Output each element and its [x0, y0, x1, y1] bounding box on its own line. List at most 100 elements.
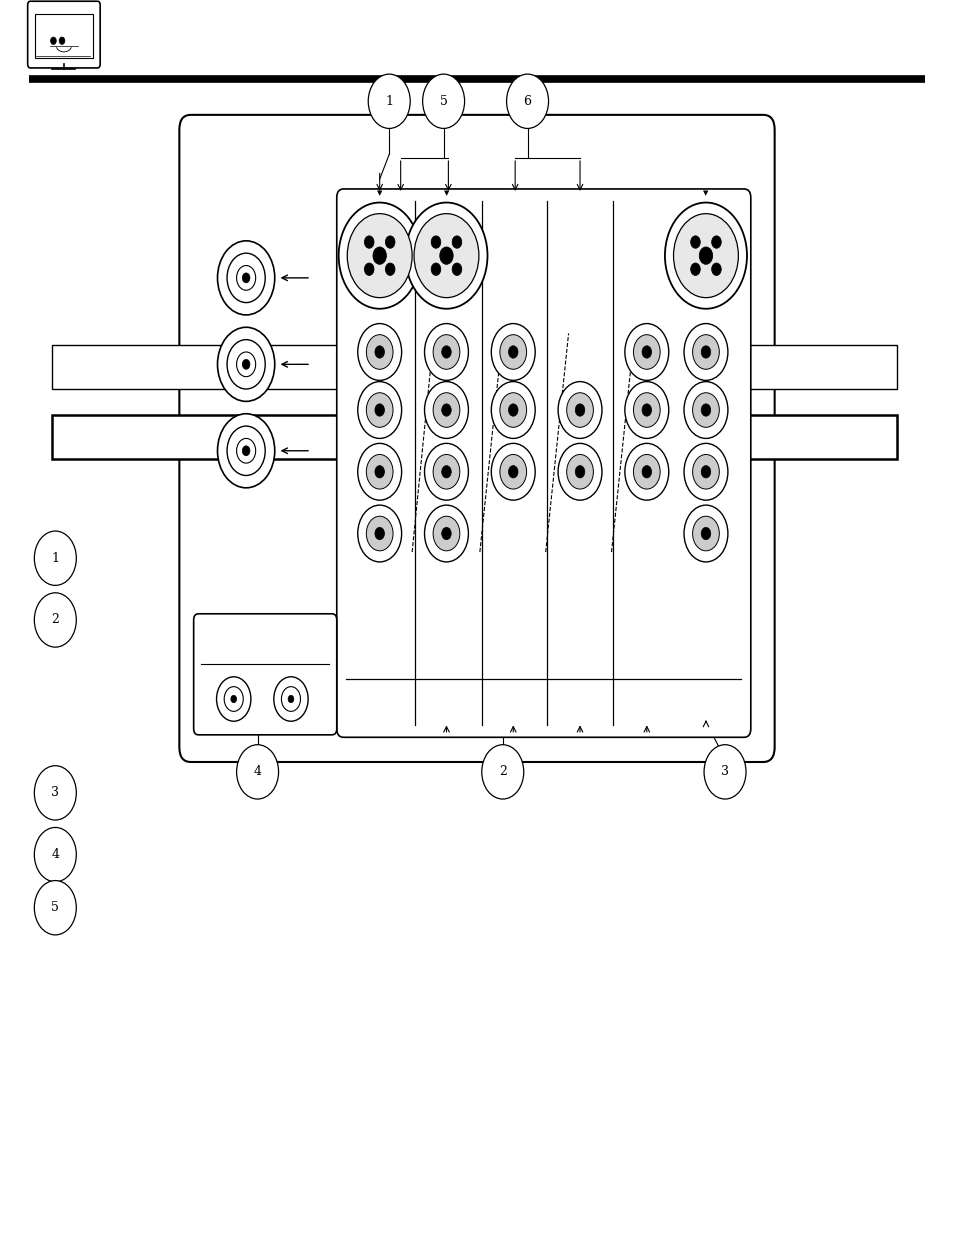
- Circle shape: [227, 340, 265, 389]
- Circle shape: [700, 466, 710, 478]
- Circle shape: [236, 745, 278, 799]
- Circle shape: [236, 438, 255, 463]
- Circle shape: [491, 443, 535, 500]
- Text: ▼: ▼: [702, 190, 708, 196]
- Circle shape: [690, 236, 700, 248]
- Circle shape: [633, 335, 659, 369]
- Circle shape: [690, 263, 700, 275]
- Circle shape: [242, 273, 250, 283]
- Circle shape: [491, 324, 535, 380]
- Circle shape: [375, 527, 384, 540]
- Circle shape: [422, 74, 464, 128]
- Circle shape: [357, 443, 401, 500]
- Circle shape: [227, 253, 265, 303]
- FancyBboxPatch shape: [28, 1, 100, 68]
- FancyBboxPatch shape: [179, 115, 774, 762]
- Circle shape: [700, 404, 710, 416]
- Text: 6: 6: [523, 95, 531, 107]
- Circle shape: [357, 382, 401, 438]
- Circle shape: [452, 236, 461, 248]
- FancyBboxPatch shape: [336, 189, 750, 737]
- FancyBboxPatch shape: [193, 614, 336, 735]
- Circle shape: [274, 677, 308, 721]
- Circle shape: [357, 505, 401, 562]
- Circle shape: [641, 404, 651, 416]
- Circle shape: [34, 881, 76, 935]
- Circle shape: [217, 241, 274, 315]
- Circle shape: [424, 324, 468, 380]
- Circle shape: [224, 687, 243, 711]
- Circle shape: [558, 382, 601, 438]
- Circle shape: [433, 393, 459, 427]
- Circle shape: [431, 236, 440, 248]
- Circle shape: [452, 263, 461, 275]
- Circle shape: [34, 531, 76, 585]
- Circle shape: [673, 214, 738, 298]
- Circle shape: [633, 393, 659, 427]
- Circle shape: [624, 382, 668, 438]
- Circle shape: [683, 382, 727, 438]
- Circle shape: [288, 695, 294, 703]
- Circle shape: [375, 346, 384, 358]
- Text: ▼: ▼: [376, 190, 382, 196]
- Circle shape: [703, 745, 745, 799]
- Circle shape: [499, 335, 526, 369]
- Circle shape: [373, 247, 386, 264]
- FancyBboxPatch shape: [52, 415, 896, 459]
- Circle shape: [441, 466, 451, 478]
- Text: ▼: ▼: [443, 190, 449, 196]
- Circle shape: [364, 236, 374, 248]
- Circle shape: [641, 466, 651, 478]
- Circle shape: [441, 404, 451, 416]
- Circle shape: [414, 214, 478, 298]
- Circle shape: [357, 324, 401, 380]
- Circle shape: [231, 695, 236, 703]
- Circle shape: [364, 263, 374, 275]
- Circle shape: [433, 516, 459, 551]
- Circle shape: [366, 335, 393, 369]
- Circle shape: [227, 426, 265, 475]
- Circle shape: [347, 214, 412, 298]
- Text: 3: 3: [51, 787, 59, 799]
- Circle shape: [683, 505, 727, 562]
- Circle shape: [711, 263, 720, 275]
- Circle shape: [236, 352, 255, 377]
- Circle shape: [491, 382, 535, 438]
- Circle shape: [508, 404, 517, 416]
- Circle shape: [441, 346, 451, 358]
- FancyBboxPatch shape: [35, 14, 92, 58]
- Circle shape: [242, 359, 250, 369]
- Text: 2: 2: [51, 614, 59, 626]
- Circle shape: [624, 324, 668, 380]
- Circle shape: [692, 516, 719, 551]
- Circle shape: [575, 404, 584, 416]
- Text: 5: 5: [439, 95, 447, 107]
- Circle shape: [405, 203, 487, 309]
- Circle shape: [216, 677, 251, 721]
- Circle shape: [575, 466, 584, 478]
- Circle shape: [683, 443, 727, 500]
- Circle shape: [508, 346, 517, 358]
- Circle shape: [424, 443, 468, 500]
- FancyBboxPatch shape: [52, 345, 896, 389]
- Circle shape: [641, 346, 651, 358]
- Text: 2: 2: [498, 766, 506, 778]
- Text: 1: 1: [385, 95, 393, 107]
- Text: 4: 4: [253, 766, 261, 778]
- Circle shape: [481, 745, 523, 799]
- Circle shape: [424, 382, 468, 438]
- Circle shape: [34, 766, 76, 820]
- Circle shape: [499, 393, 526, 427]
- Circle shape: [700, 346, 710, 358]
- Circle shape: [506, 74, 548, 128]
- Circle shape: [34, 593, 76, 647]
- Circle shape: [424, 505, 468, 562]
- Circle shape: [217, 327, 274, 401]
- Circle shape: [366, 516, 393, 551]
- Circle shape: [217, 414, 274, 488]
- Circle shape: [375, 404, 384, 416]
- Circle shape: [700, 527, 710, 540]
- Circle shape: [499, 454, 526, 489]
- Circle shape: [51, 37, 56, 44]
- Circle shape: [566, 454, 593, 489]
